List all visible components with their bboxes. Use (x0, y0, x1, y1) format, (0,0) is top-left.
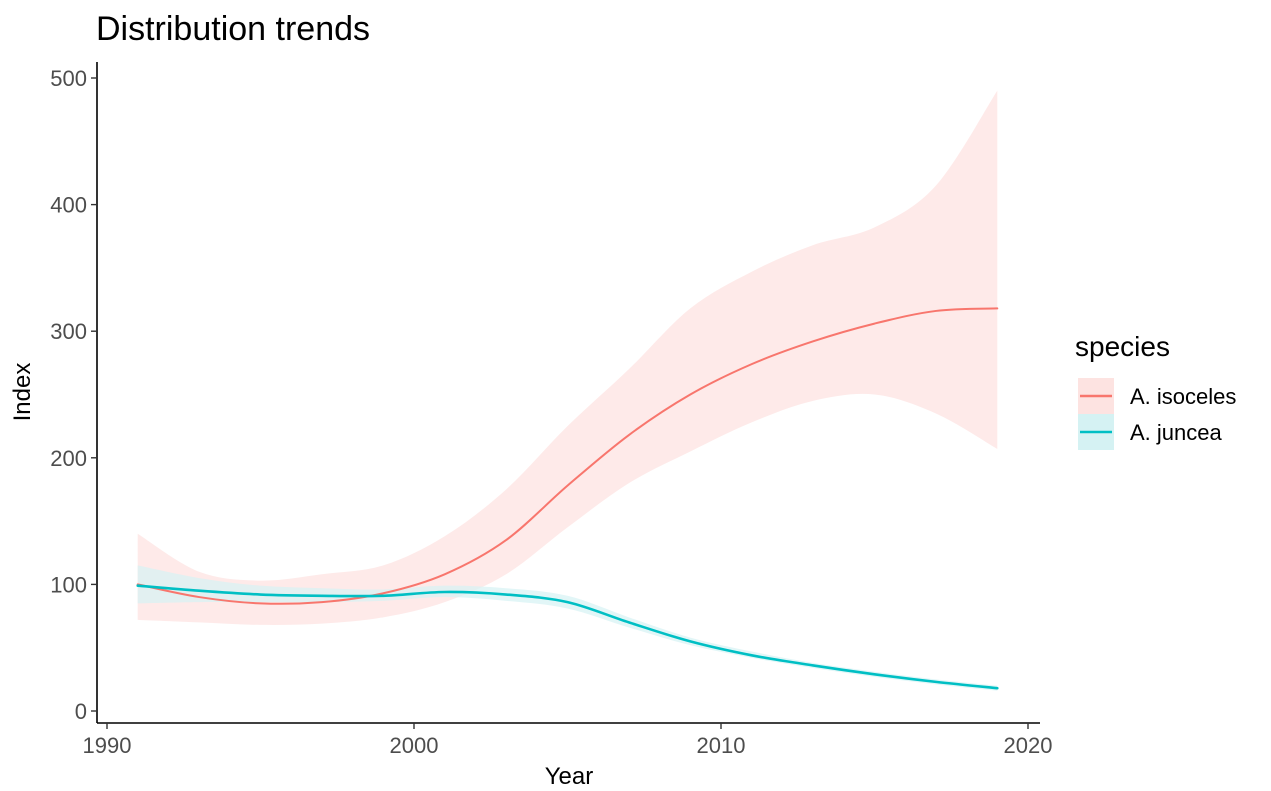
confidence-band-1 (137, 90, 998, 625)
x-axis-title: Year (545, 763, 594, 790)
x-tick-label: 2000 (390, 733, 439, 758)
y-tick-label: 300 (50, 319, 87, 344)
legend-label-1: A. isoceles (1130, 384, 1236, 409)
x-tick-label: 2010 (697, 733, 746, 758)
legend: species A. isoceles A. juncea (1075, 331, 1236, 450)
y-tick-label: 500 (50, 66, 87, 91)
y-axis-title: Index (9, 363, 36, 422)
legend-title: species (1075, 331, 1170, 362)
series-line-1 (136, 307, 999, 605)
x-tick-label: 2020 (1004, 733, 1053, 758)
y-tick-label: 100 (50, 572, 87, 597)
chart-title: Distribution trends (96, 10, 370, 48)
plot-area (136, 90, 999, 691)
legend-label-2: A. juncea (1130, 420, 1222, 445)
series-line-2 (136, 584, 999, 690)
y-tick-label: 200 (50, 446, 87, 471)
y-tick-label: 400 (50, 193, 87, 218)
x-tick-label: 1990 (83, 733, 132, 758)
y-tick-label: 0 (75, 699, 87, 724)
axes: 0 100 200 300 400 500 1990 2000 2010 2020 (50, 62, 1052, 758)
